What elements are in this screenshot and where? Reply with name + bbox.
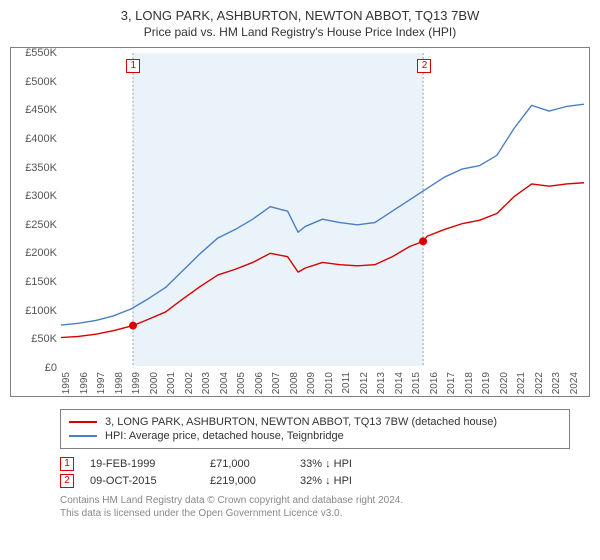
x-tick-label: 2005 — [236, 372, 247, 394]
marker-flag: 2 — [417, 59, 431, 73]
x-tick-label: 2001 — [166, 372, 177, 394]
marker-table-date: 09-OCT-2015 — [90, 475, 210, 487]
chart-title: 3, LONG PARK, ASHBURTON, NEWTON ABBOT, T… — [10, 8, 590, 23]
footer-line-2: This data is licensed under the Open Gov… — [60, 507, 570, 520]
x-tick-label: 2024 — [569, 372, 580, 394]
x-tick-label: 2023 — [551, 372, 562, 394]
x-tick-label: 2021 — [516, 372, 527, 394]
x-tick-label: 2022 — [534, 372, 545, 394]
y-tick-label: £250K — [13, 219, 57, 231]
x-tick-label: 2017 — [446, 372, 457, 394]
y-tick-label: £550K — [13, 47, 57, 59]
plot-area: 12 — [61, 53, 584, 366]
x-tick-label: 2011 — [341, 372, 352, 394]
x-tick-label: 2020 — [499, 372, 510, 394]
marker-table-price: £71,000 — [210, 458, 300, 470]
marker-table-pct: 33% ↓ HPI — [300, 458, 400, 470]
x-tick-label: 1999 — [131, 372, 142, 394]
y-tick-label: £0 — [13, 362, 57, 374]
legend: 3, LONG PARK, ASHBURTON, NEWTON ABBOT, T… — [60, 409, 570, 449]
x-tick-label: 2015 — [411, 372, 422, 394]
marker-table-row: 1 19-FEB-1999£71,00033% ↓ HPI — [60, 457, 570, 471]
footer-attribution: Contains HM Land Registry data © Crown c… — [60, 494, 570, 520]
y-tick-label: £500K — [13, 76, 57, 88]
legend-swatch — [69, 421, 97, 423]
x-tick-label: 2014 — [394, 372, 405, 394]
x-tick-label: 2009 — [306, 372, 317, 394]
x-tick-label: 2013 — [376, 372, 387, 394]
marker-table-flag: 2 — [60, 474, 74, 488]
x-tick-label: 2019 — [481, 372, 492, 394]
x-tick-label: 2002 — [184, 372, 195, 394]
marker-flag: 1 — [126, 59, 140, 73]
legend-item: 3, LONG PARK, ASHBURTON, NEWTON ABBOT, T… — [69, 416, 561, 428]
x-tick-label: 2016 — [429, 372, 440, 394]
marker-table: 1 19-FEB-1999£71,00033% ↓ HPI 2 09-OCT-2015… — [60, 457, 570, 488]
y-tick-label: £450K — [13, 104, 57, 116]
y-tick-label: £400K — [13, 133, 57, 145]
y-tick-label: £350K — [13, 162, 57, 174]
chart-subtitle: Price paid vs. HM Land Registry's House … — [10, 25, 590, 39]
x-tick-label: 1997 — [96, 372, 107, 394]
x-tick-label: 2004 — [219, 372, 230, 394]
x-tick-label: 2008 — [289, 372, 300, 394]
legend-label: 3, LONG PARK, ASHBURTON, NEWTON ABBOT, T… — [105, 416, 497, 428]
legend-swatch — [69, 435, 97, 437]
marker-table-row: 2 09-OCT-2015£219,00032% ↓ HPI — [60, 474, 570, 488]
legend-label: HPI: Average price, detached house, Teig… — [105, 430, 344, 442]
x-tick-label: 1995 — [61, 372, 72, 394]
plot-svg — [61, 53, 584, 366]
x-tick-label: 1998 — [114, 372, 125, 394]
marker-table-flag: 1 — [60, 457, 74, 471]
marker-table-date: 19-FEB-1999 — [90, 458, 210, 470]
marker-table-pct: 32% ↓ HPI — [300, 475, 400, 487]
y-tick-label: £100K — [13, 305, 57, 317]
legend-item: HPI: Average price, detached house, Teig… — [69, 430, 561, 442]
marker-table-price: £219,000 — [210, 475, 300, 487]
x-tick-label: 2018 — [464, 372, 475, 394]
x-tick-label: 1996 — [79, 372, 90, 394]
y-tick-label: £300K — [13, 190, 57, 202]
x-tick-label: 2000 — [149, 372, 160, 394]
footer-line-1: Contains HM Land Registry data © Crown c… — [60, 494, 570, 507]
y-tick-label: £200K — [13, 247, 57, 259]
y-tick-label: £50K — [13, 333, 57, 345]
chart-container: 3, LONG PARK, ASHBURTON, NEWTON ABBOT, T… — [0, 0, 600, 560]
y-tick-label: £150K — [13, 276, 57, 288]
x-tick-label: 2010 — [324, 372, 335, 394]
x-tick-label: 2007 — [271, 372, 282, 394]
chart-box: £0 £50K £100K £150K £200K £250K £300K £350K £400… — [10, 47, 590, 397]
x-tick-label: 2006 — [254, 372, 265, 394]
x-tick-label: 2012 — [359, 372, 370, 394]
x-tick-label: 2003 — [201, 372, 212, 394]
